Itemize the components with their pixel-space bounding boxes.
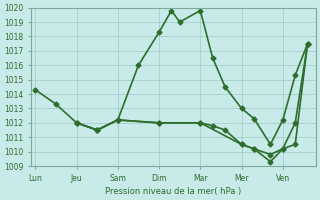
X-axis label: Pression niveau de la mer( hPa ): Pression niveau de la mer( hPa ) bbox=[105, 187, 242, 196]
